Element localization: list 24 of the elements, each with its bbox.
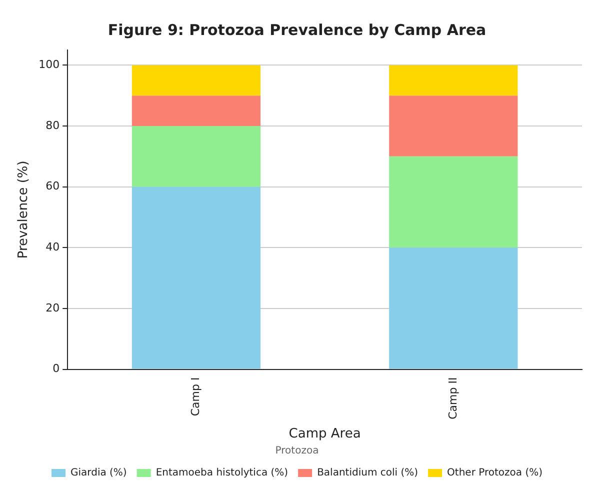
- x-tick-label: Camp II: [446, 377, 460, 420]
- bar: [389, 248, 518, 369]
- bar: [389, 156, 518, 248]
- y-tick-label: 20: [46, 301, 60, 314]
- legend-label: Other Protozoa (%): [447, 468, 543, 479]
- legend-label: Giardia (%): [70, 468, 127, 479]
- y-tick-label: 80: [46, 118, 60, 132]
- y-tick-label: 0: [52, 362, 60, 376]
- bar: [132, 65, 260, 96]
- x-axis-title: Camp Area: [288, 426, 361, 442]
- bar: [132, 186, 260, 369]
- bar: [389, 65, 518, 96]
- bar: [389, 96, 518, 156]
- bar: [132, 96, 260, 126]
- y-tick-label: 100: [38, 58, 60, 72]
- x-tick-label: Camp I: [189, 377, 202, 416]
- legend-title: Protozoa: [275, 446, 319, 457]
- legend-label: Entamoeba histolytica (%): [156, 468, 288, 479]
- y-tick-label: 60: [46, 180, 60, 193]
- y-tick-label: 40: [46, 240, 60, 254]
- bar: [132, 126, 260, 187]
- y-axis-title: Prevalence (%): [16, 160, 32, 259]
- chart-title: Figure 9: Protozoa Prevalence by Camp Area: [108, 20, 486, 39]
- legend-label: Balantidium coli (%): [317, 468, 418, 479]
